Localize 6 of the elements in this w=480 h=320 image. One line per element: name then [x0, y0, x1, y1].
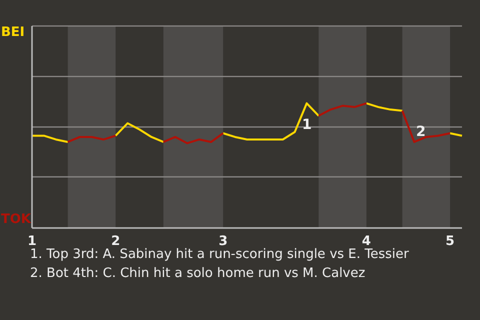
annotation: 2: [416, 124, 426, 140]
x-tick-label: 5: [446, 234, 455, 250]
text: 2. Bot 4th: C. Chin hit a solo home run vs M. Calvez: [30, 265, 366, 283]
text: BEI: [1, 25, 25, 41]
annotation: 1: [302, 117, 312, 133]
text: TOK: [1, 212, 31, 228]
